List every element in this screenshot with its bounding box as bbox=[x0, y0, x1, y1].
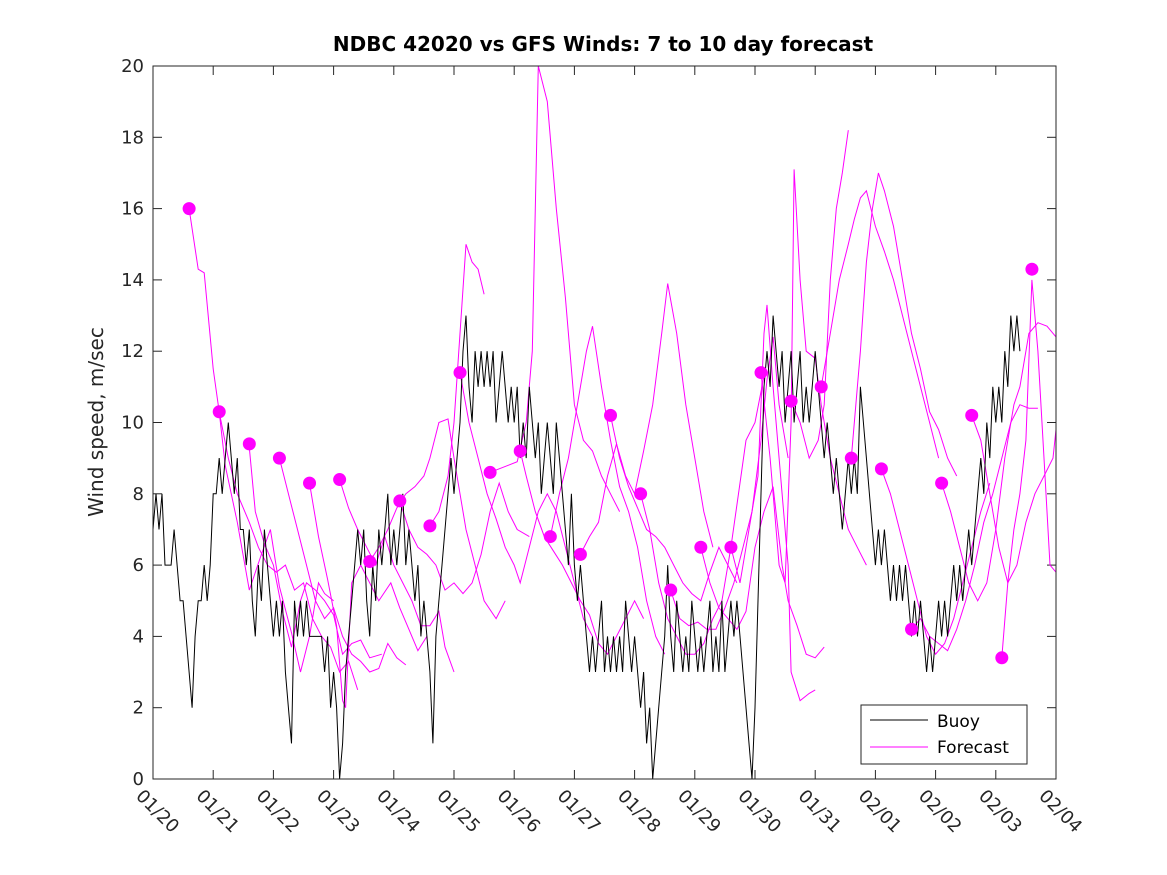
y-tick-label: 12 bbox=[121, 341, 144, 362]
legend-label-forecast: Forecast bbox=[937, 738, 1009, 758]
forecast-marker bbox=[272, 451, 286, 465]
forecast-series-line bbox=[459, 372, 593, 637]
y-tick-label: 2 bbox=[133, 698, 144, 719]
forecast-marker bbox=[754, 366, 768, 380]
forecast-marker bbox=[724, 540, 738, 554]
forecast-marker bbox=[483, 465, 497, 479]
forecast-marker bbox=[1025, 262, 1039, 276]
forecast-marker bbox=[694, 540, 708, 554]
forecast-marker bbox=[995, 651, 1009, 665]
forecast-marker bbox=[905, 622, 919, 636]
y-tick-label: 0 bbox=[133, 769, 144, 790]
forecast-series-line bbox=[730, 304, 816, 702]
forecast-series-line bbox=[278, 457, 407, 673]
y-tick-label: 18 bbox=[121, 127, 144, 148]
forecast-marker bbox=[664, 583, 678, 597]
forecast-series-line bbox=[610, 415, 738, 602]
forecast-marker bbox=[453, 366, 467, 380]
forecast-series-line bbox=[941, 322, 1057, 602]
y-tick-label: 4 bbox=[133, 626, 144, 647]
forecast-marker bbox=[844, 451, 858, 465]
forecast-series-line bbox=[399, 481, 530, 595]
forecast-series-line bbox=[579, 283, 714, 555]
forecast-marker bbox=[543, 530, 557, 544]
y-tick-label: 20 bbox=[121, 56, 144, 77]
chart-title: NDBC 42020 vs GFS Winds: 7 to 10 day for… bbox=[333, 32, 874, 56]
y-axis-label: Wind speed, m/sec bbox=[84, 327, 108, 517]
plot-area bbox=[153, 66, 1056, 779]
forecast-series-line bbox=[790, 130, 849, 460]
forecast-marker bbox=[965, 408, 979, 422]
forecast-marker bbox=[573, 547, 587, 561]
legend: Buoy Forecast bbox=[860, 704, 1028, 765]
forecast-series-line bbox=[911, 404, 1038, 652]
forecast-series-line bbox=[248, 447, 382, 659]
legend-box bbox=[860, 704, 1028, 765]
forecast-marker bbox=[935, 476, 949, 490]
y-tick-label: 6 bbox=[133, 555, 144, 576]
forecast-series-line bbox=[429, 244, 485, 527]
forecast-series-line bbox=[850, 172, 958, 477]
series-lines bbox=[152, 65, 1057, 780]
forecast-marker bbox=[182, 202, 196, 216]
forecast-series-line bbox=[971, 415, 1057, 585]
forecast-marker bbox=[242, 437, 256, 451]
forecast-marker bbox=[814, 380, 828, 394]
forecast-marker bbox=[393, 494, 407, 508]
forecast-series-line bbox=[489, 65, 621, 512]
forecast-series-line bbox=[218, 411, 359, 691]
plot-frame bbox=[152, 65, 1057, 780]
forecast-series-line bbox=[369, 418, 506, 620]
y-tick-label: 14 bbox=[121, 270, 144, 291]
forecast-series-line bbox=[820, 189, 940, 459]
forecast-series-line bbox=[760, 169, 867, 584]
buoy-series-line bbox=[152, 315, 1021, 780]
forecast-marker bbox=[784, 394, 798, 408]
forecast-marker bbox=[423, 519, 437, 533]
forecast-marker bbox=[303, 476, 317, 490]
forecast-marker bbox=[333, 473, 347, 487]
forecast-markers bbox=[182, 202, 1039, 665]
forecast-marker bbox=[212, 405, 226, 419]
forecast-series-line bbox=[640, 376, 765, 655]
forecast-marker bbox=[604, 408, 618, 422]
legend-label-buoy: Buoy bbox=[937, 712, 980, 732]
y-tick-label: 16 bbox=[121, 199, 144, 220]
forecast-series-line bbox=[880, 468, 991, 656]
y-tick-label: 10 bbox=[121, 413, 144, 434]
forecast-marker bbox=[874, 462, 888, 476]
forecast-marker bbox=[634, 487, 648, 501]
y-tick-label: 8 bbox=[133, 484, 144, 505]
forecast-marker bbox=[513, 444, 527, 458]
forecast-series-line bbox=[670, 336, 789, 630]
forecast-series-line bbox=[1001, 279, 1057, 658]
forecast-series-line bbox=[519, 450, 645, 656]
forecast-marker bbox=[363, 555, 377, 569]
axis-ticks bbox=[152, 65, 1057, 780]
